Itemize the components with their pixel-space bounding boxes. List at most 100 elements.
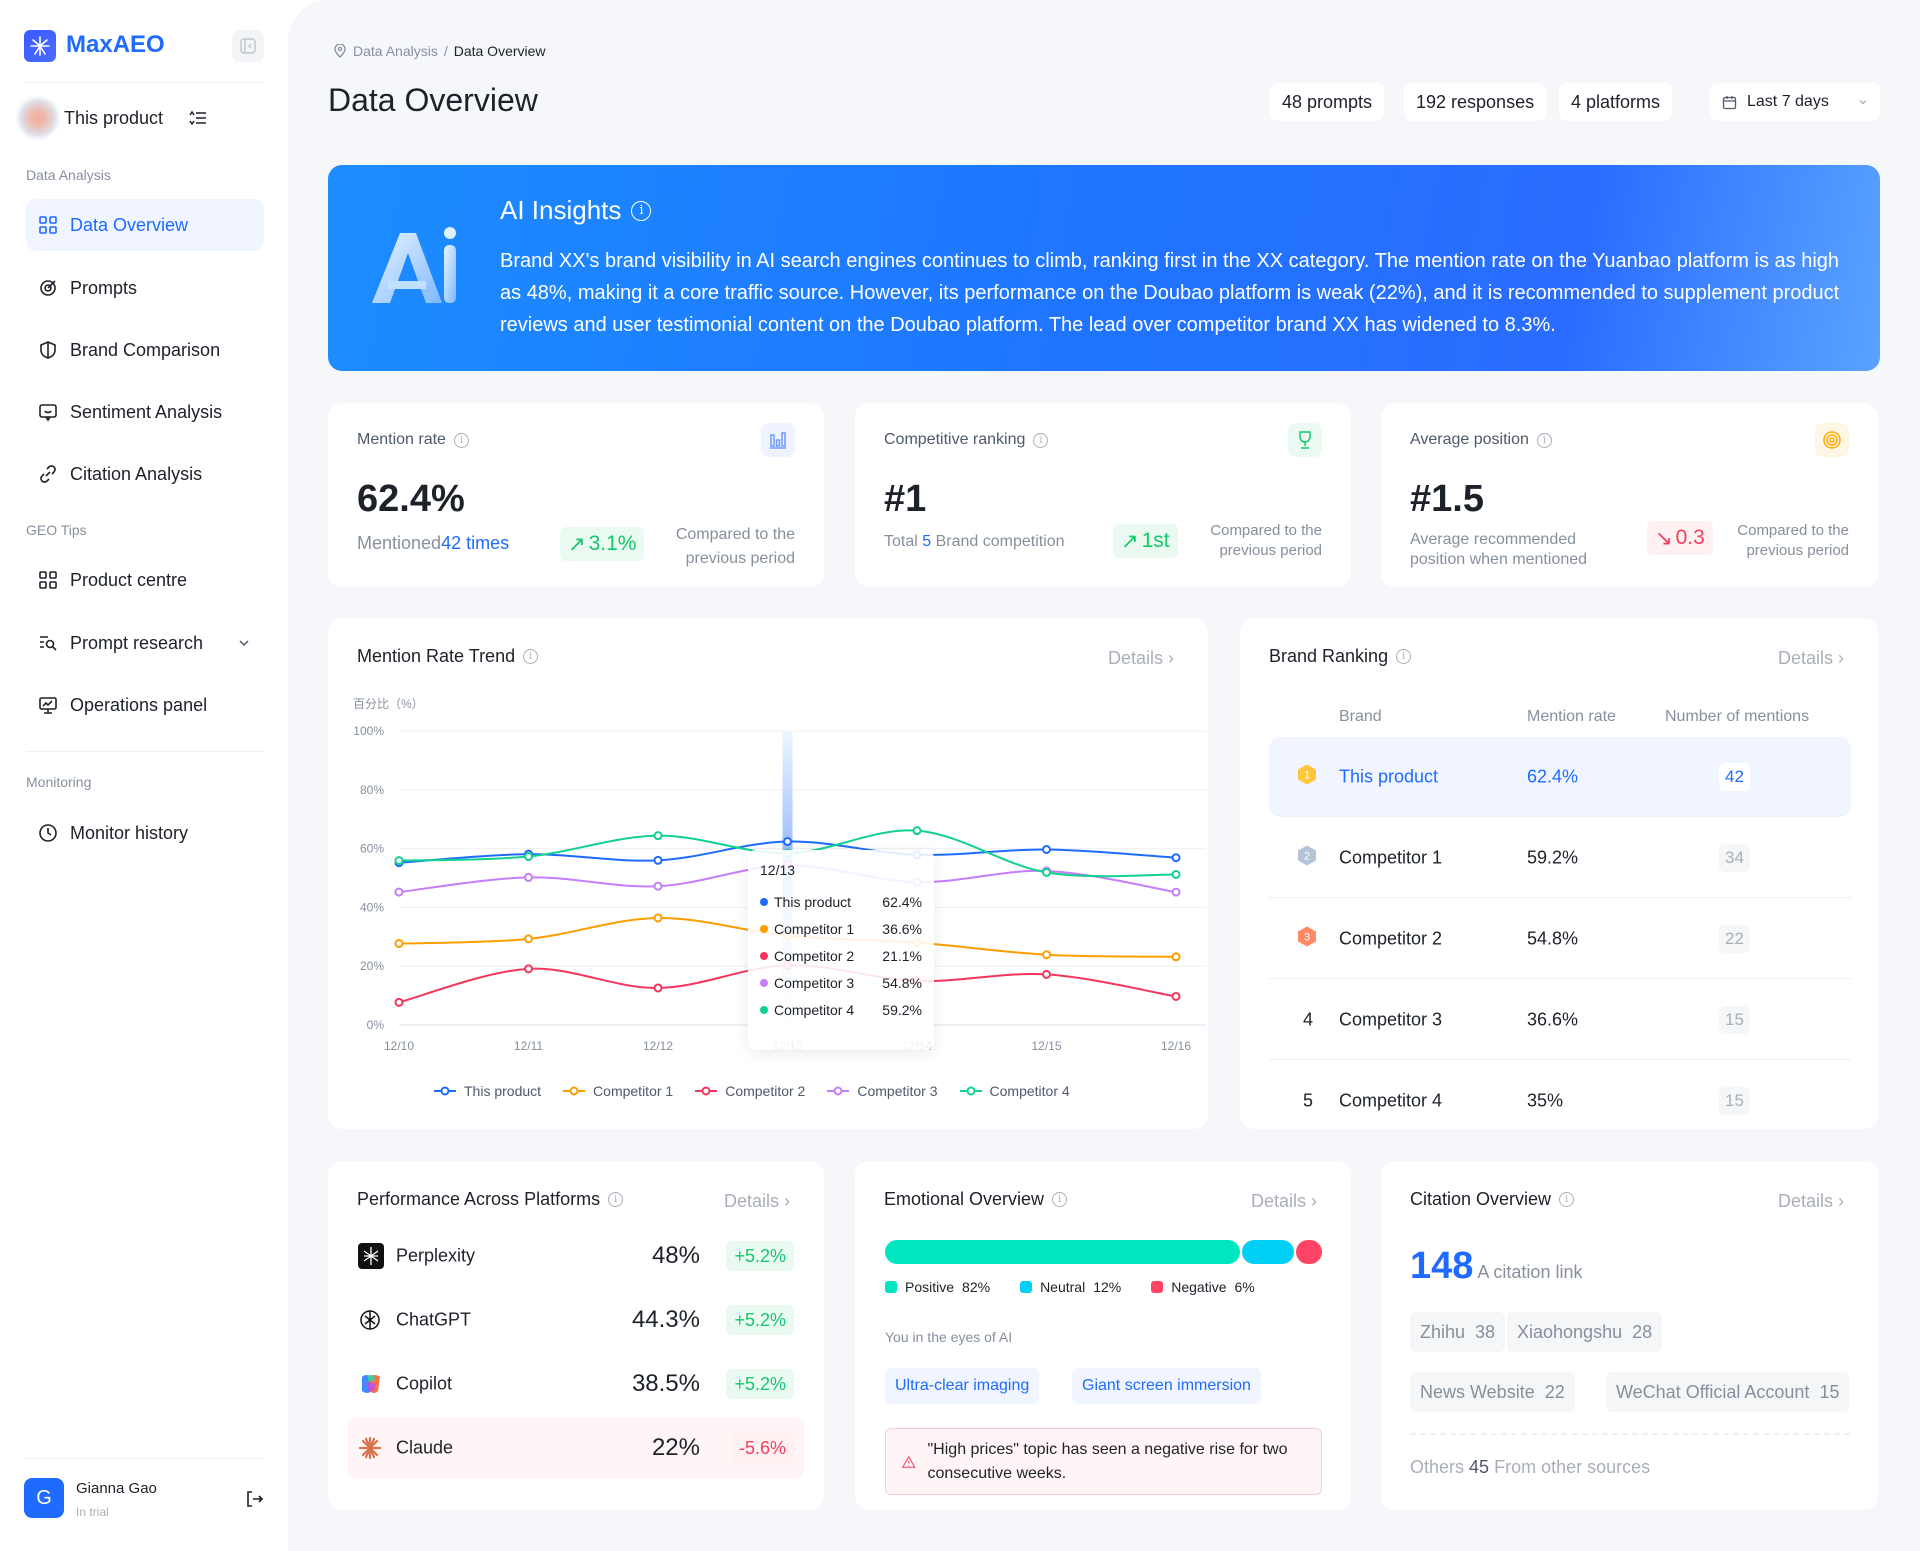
details-link[interactable]: Details › [1107, 648, 1174, 668]
info-icon[interactable]: i [1559, 1192, 1575, 1207]
product-switcher[interactable]: This product [18, 98, 207, 138]
platform-row[interactable]: Claude 22% -5.6% [348, 1417, 804, 1479]
data-point[interactable] [1171, 952, 1181, 962]
info-icon[interactable]: i [523, 649, 539, 664]
info-icon[interactable]: i [1052, 1192, 1068, 1207]
perplexity-icon [358, 1243, 384, 1269]
card-title: Citation Overview i [1410, 1189, 1575, 1210]
ranking-row[interactable]: 1 This product 62.4% 42 [1269, 737, 1851, 817]
x-tick-label: 12/10 [384, 1039, 414, 1053]
sentiment-segment-neutral[interactable] [1242, 1240, 1295, 1264]
data-point[interactable] [1171, 869, 1181, 879]
details-link[interactable]: Details › [1777, 1191, 1844, 1211]
ranking-row[interactable]: 3 Competitor 2 54.8% 22 [1269, 899, 1851, 979]
data-point[interactable] [912, 826, 922, 836]
column-header-mention-rate: Mention rate [1527, 708, 1616, 725]
info-icon[interactable]: i [453, 432, 469, 448]
legend-item[interactable]: Competitor 4 [959, 1083, 1070, 1099]
app-name: MaxAEO [66, 31, 165, 58]
svg-text:1: 1 [1304, 769, 1310, 781]
date-range-select[interactable]: Last 7 days [1710, 83, 1880, 121]
emotional-overview-card: Emotional Overview i Details › Positive 82… [855, 1161, 1351, 1510]
details-link[interactable]: Details › [723, 1191, 790, 1211]
chatgpt-icon [360, 1310, 380, 1330]
user-avatar[interactable]: G [24, 1478, 64, 1518]
legend-item[interactable]: This product [434, 1083, 541, 1099]
sentiment-segment-positive[interactable] [885, 1240, 1241, 1264]
platform-row[interactable]: ChatGPT 44.3% +5.2% [348, 1289, 804, 1351]
details-link[interactable]: Details › [1777, 648, 1844, 668]
tooltip-row: Competitor 4 59.2% [760, 996, 922, 1023]
sidebar-item-sentiment-analysis[interactable]: Sentiment Analysis [26, 386, 264, 438]
mention-count: 15 [1719, 1005, 1750, 1034]
data-point[interactable] [394, 887, 404, 897]
target-icon [1815, 423, 1849, 457]
data-point[interactable] [394, 939, 404, 949]
sidebar-item-prompt-research[interactable]: Prompt research [26, 617, 264, 669]
data-point[interactable] [653, 983, 663, 993]
data-point[interactable] [394, 997, 404, 1007]
sidebar-item-citation-analysis[interactable]: Citation Analysis [26, 448, 264, 500]
data-point[interactable] [524, 934, 533, 944]
calendar-icon [1722, 95, 1737, 109]
sentiment-segment-negative[interactable] [1296, 1240, 1322, 1264]
details-link[interactable]: Details › [1250, 1191, 1317, 1211]
data-point[interactable] [653, 913, 663, 923]
citation-source-chip[interactable]: Xiaohongshu 28 [1507, 1312, 1663, 1352]
sidebar-item-operations-panel[interactable]: Operations panel [26, 679, 264, 731]
collapse-sidebar-button[interactable] [232, 30, 264, 62]
data-point[interactable] [394, 856, 404, 866]
data-point[interactable] [1042, 950, 1051, 960]
sidebar-item-brand-comparison[interactable]: Brand Comparison [26, 324, 264, 376]
sidebar-item-product-centre[interactable]: Product centre [26, 554, 264, 606]
data-point[interactable] [524, 872, 533, 882]
info-icon[interactable]: i [1033, 432, 1049, 448]
data-point[interactable] [653, 881, 663, 891]
platform-row[interactable]: Perplexity 48% +5.2% [348, 1225, 804, 1287]
sidebar-item-label: Citation Analysis [70, 463, 203, 484]
sidebar-item-monitor-history[interactable]: Monitor history [26, 807, 264, 859]
card-title: Emotional Overview i [884, 1189, 1068, 1210]
kpi-value: #1.5 [1410, 478, 1484, 520]
platform-row[interactable]: Copilot 38.5% +5.2% [348, 1353, 804, 1415]
data-point[interactable] [1042, 867, 1051, 877]
data-point[interactable] [1171, 991, 1181, 1001]
data-point[interactable] [653, 855, 663, 865]
logout-icon[interactable] [244, 1489, 264, 1509]
legend-item[interactable]: Competitor 2 [695, 1083, 805, 1099]
rank-medal-icon: 2 [1297, 844, 1317, 871]
info-icon[interactable]: i [608, 1192, 624, 1207]
sidebar-item-label: Prompt research [70, 632, 204, 653]
claude-icon [358, 1436, 382, 1460]
ai-tag[interactable]: Ultra-clear imaging [885, 1368, 1040, 1404]
ranking-row[interactable]: 4 Competitor 3 36.6% 15 [1269, 980, 1851, 1060]
data-point[interactable] [1171, 887, 1181, 897]
citation-source-chip[interactable]: WeChat Official Account 15 [1606, 1372, 1850, 1412]
info-icon[interactable]: i [1396, 649, 1412, 664]
data-point[interactable] [524, 964, 533, 974]
insights-title-row: AI Insights i [500, 195, 652, 226]
citation-source-chip[interactable]: Zhihu 38 [1410, 1312, 1506, 1352]
clock-icon [39, 824, 57, 842]
sidebar-item-prompts[interactable]: Prompts [26, 262, 264, 314]
data-point[interactable] [1171, 853, 1181, 863]
sidebar-item-data-overview[interactable]: Data Overview [26, 199, 264, 251]
data-point[interactable] [1042, 969, 1051, 979]
info-icon[interactable]: i [631, 200, 652, 221]
ranking-row[interactable]: 5 Competitor 4 35% 15 [1269, 1061, 1851, 1129]
data-point[interactable] [1042, 844, 1051, 854]
data-point[interactable] [524, 852, 533, 862]
kpi-title: Competitive ranking i [884, 431, 1049, 449]
data-point[interactable] [783, 837, 792, 847]
breadcrumb-item[interactable]: Data Analysis [353, 43, 438, 59]
platform-delta-badge: +5.2% [726, 1305, 794, 1335]
breadcrumb-separator: / [443, 43, 448, 59]
ranking-row[interactable]: 2 Competitor 1 59.2% 34 [1269, 818, 1851, 898]
y-tick-label: 80% [360, 783, 384, 797]
citation-source-chip[interactable]: News Website 22 [1410, 1372, 1575, 1412]
info-icon[interactable]: i [1536, 432, 1552, 448]
ai-tag[interactable]: Giant screen immersion [1072, 1368, 1261, 1404]
legend-item[interactable]: Competitor 1 [563, 1083, 673, 1099]
legend-item[interactable]: Competitor 3 [827, 1083, 938, 1099]
data-point[interactable] [653, 831, 663, 841]
